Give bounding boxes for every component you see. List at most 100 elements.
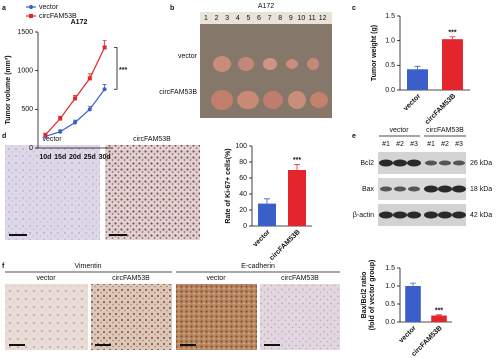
y-tick-label: 20 (239, 207, 247, 214)
western-blot (378, 135, 466, 226)
significance: *** (448, 30, 456, 37)
tumor-photo (200, 12, 332, 118)
ruler-number: 8 (278, 15, 282, 22)
y-tick-label: 0 (29, 145, 33, 152)
x-tick-label: 10d (39, 154, 51, 161)
image-label: circFAM53B (133, 136, 171, 143)
ihc-images-f (5, 271, 340, 350)
y-tick-label: 80 (239, 159, 247, 166)
chart-title: A172 (71, 19, 88, 26)
photo-title: A172 (258, 3, 274, 10)
x-tick-label: circFAM53B (424, 93, 457, 126)
y-tick-label: 1.5 (385, 13, 395, 20)
point (87, 107, 92, 112)
point (87, 76, 92, 81)
y-tick-label: 1000 (17, 68, 33, 75)
significance: *** (293, 157, 301, 164)
lane-label: #3 (410, 141, 418, 148)
ruler-number: 5 (246, 15, 250, 22)
size-label: 26 kDa (470, 160, 492, 167)
y-tick-label: 500 (21, 106, 33, 113)
bar (288, 170, 306, 226)
ruler-number: 11 (308, 15, 315, 22)
y-tick-label: 0 (243, 223, 247, 230)
image-label: vector (206, 275, 226, 282)
y-tick-label: 0.5 (385, 62, 395, 69)
x-tick-label: vector (252, 229, 272, 249)
y-axis-label: (fold of vector group) (369, 260, 376, 331)
bar (407, 69, 428, 90)
bar (258, 203, 276, 226)
y-tick-label: 0.0 (385, 319, 395, 326)
ruler-number: 1 (204, 15, 208, 22)
size-label: 18 kDa (470, 186, 492, 193)
row-label: vector (178, 53, 198, 60)
bar (431, 315, 447, 322)
legend-marker (29, 5, 33, 9)
legend-label: circFAM53B (39, 13, 77, 20)
sig-bracket (114, 47, 118, 90)
point (102, 45, 107, 50)
protein-label: Bax (362, 186, 375, 193)
y-tick-label: 1500 (17, 29, 33, 36)
point (73, 96, 77, 101)
panel-letter: f (2, 263, 5, 270)
panel-letter: d (2, 133, 6, 140)
y-axis-label: Bax/Bcl2 ratio (361, 272, 368, 319)
x-tick-label: 25d (84, 154, 96, 161)
panel-letter: e (352, 133, 356, 140)
protein-label: β-actin (353, 212, 374, 219)
legend-marker (29, 14, 33, 18)
image-label: circFAM53B (112, 275, 150, 282)
x-tick-label: vector (398, 325, 418, 345)
row-label: circFAM53B (159, 89, 197, 96)
marker-label: Vimentin (74, 263, 101, 270)
x-tick-label: vector (402, 93, 422, 113)
group-label: circFAM53B (426, 127, 464, 134)
y-tick-label: 1.5 (385, 265, 395, 272)
point (43, 132, 48, 137)
error-bar (410, 282, 416, 286)
point (58, 129, 63, 134)
legend-label: vector (39, 4, 59, 11)
error-bar (449, 36, 456, 40)
image-label: vector (42, 136, 62, 143)
y-tick-label: 0.5 (385, 301, 395, 308)
x-tick-label: 20d (69, 154, 81, 161)
y-tick-label: 60 (239, 175, 247, 182)
error-bar (294, 164, 300, 170)
panel-letter: a (2, 5, 6, 12)
y-tick-label: 1.0 (385, 283, 395, 290)
ruler-number: 3 (225, 15, 229, 22)
panel-letter: c (352, 5, 356, 12)
marker-label: E-cadherin (241, 263, 275, 270)
y-tick-label: 40 (239, 191, 247, 198)
ruler-number: 12 (319, 15, 327, 22)
ruler-number: 10 (298, 15, 306, 22)
y-tick-label: 100 (235, 143, 247, 150)
x-tick-label: circFAM53B (268, 229, 301, 262)
error-bar (414, 65, 421, 70)
ruler-number: 7 (268, 15, 272, 22)
error-bar (264, 198, 270, 204)
bar (442, 39, 463, 90)
y-tick-label: 1.0 (385, 38, 395, 45)
ruler-number: 4 (236, 15, 240, 22)
lane-label: #1 (427, 141, 435, 148)
y-axis-label: Rate of Ki-67+ cells(%) (225, 148, 232, 223)
point (73, 120, 77, 125)
significance: *** (435, 308, 443, 315)
y-tick-label: 0.0 (385, 87, 395, 94)
error-bar (436, 314, 442, 316)
lane-label: #1 (382, 141, 390, 148)
y-axis-label: Tumor volume (mm³) (5, 55, 12, 124)
lane-label: #2 (396, 141, 404, 148)
image-label: circFAM53B (281, 275, 319, 282)
significance: *** (119, 67, 127, 74)
size-label: 42 kDa (470, 212, 492, 219)
ruler-number: 9 (289, 15, 293, 22)
protein-label: Bcl2 (360, 160, 374, 167)
ihc-images-d (5, 145, 200, 240)
